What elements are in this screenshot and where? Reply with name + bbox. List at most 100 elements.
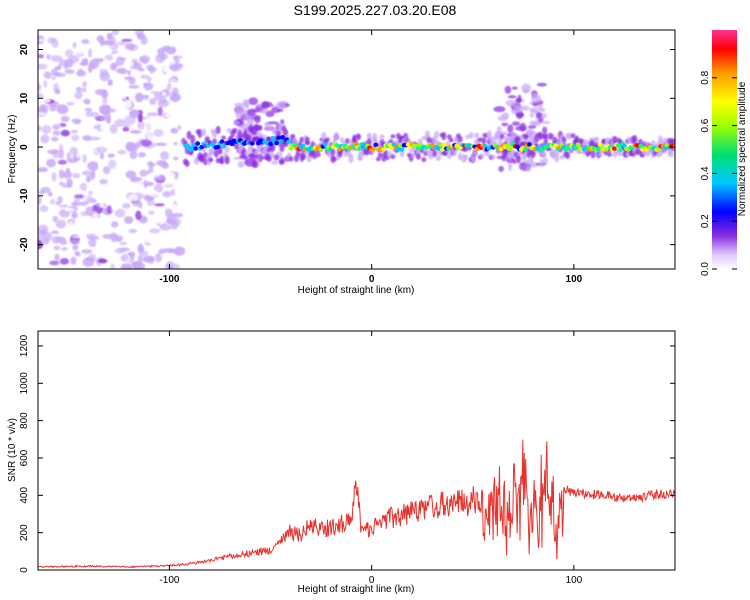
spectrogram-noise-blob [50,198,56,205]
spectrogram-noise-blob [95,68,100,77]
spectrogram-halo-blob [339,137,345,143]
spectrogram-noise-blob [112,246,117,251]
spectrogram-halo-blob [457,136,463,143]
spectrogram-halo-blob [617,151,623,157]
spectrogram-noise-blob [51,172,57,182]
snr-y-tick-label: 1200 [19,334,30,357]
spectrogram-noise-blob [136,32,143,40]
colorbar-tick-label: 0.4 [700,166,711,180]
spectrogram-noise-blob [110,221,119,228]
spectrogram-noise-blob [88,35,96,46]
spectrogram-halo-blob [670,138,675,145]
spectrogram-ridge-blob [286,139,292,144]
spectrogram-noise-blob [64,69,75,74]
spectrogram-ridge-blob [300,143,306,148]
snr-x-tick-label: 100 [566,575,583,586]
spectrogram-noise-blob [38,153,43,158]
spectrogram-noise-blob [74,189,84,195]
spectrogram-noise-blob [98,68,109,77]
spectrogram-noise-blob [148,161,154,172]
spectrogram-noise-blob [61,247,68,251]
spectrogram-noise-blob [38,104,46,112]
spectrogram-noise-blob [52,130,61,136]
figure-title: S199.2025.227.03.20.E08 [294,2,457,18]
spectrogram-halo-blob [548,132,554,140]
spectrogram-noise-blob [124,76,134,81]
spectrogram-noise-blob [65,167,70,175]
spectrogram-noise-blob [103,111,111,121]
spectrogram-noise-blob [68,54,80,64]
spectrogram-noise-blob [162,190,172,198]
spectrogram-noise-blob [134,92,144,103]
colorbar-ticks: 0.0 0.2 0.4 0.6 0.8 [700,70,737,276]
spectrogram-y-tick-label: -10 [19,188,30,203]
spectrogram-burst-blob [504,85,512,94]
spectrogram-noise-blob [129,61,135,68]
spectrogram-noise-blob [94,41,101,46]
spectrogram-ridge-blob [442,142,447,148]
spectrogram-halo-blob [515,155,521,164]
spectrogram-ridge-blob [276,135,282,141]
spectrogram-noise-blob [41,98,51,104]
spectrogram-noise-blob [137,121,145,130]
spectrogram-burst-blob [280,119,285,125]
spectrogram-noise-blob [153,128,164,137]
spectrogram-noise-blob [57,159,67,165]
spectrogram-noise-blob [138,247,145,252]
spectrogram-burst-blob [271,160,278,165]
spectrogram-halo-blob [474,132,480,139]
spectrogram-noise-blob [85,206,95,217]
spectrogram-halo-blob [246,130,252,135]
spectrogram-noise-blob [149,98,157,105]
spectrogram-noise-blob [49,103,57,112]
spectrogram-noise-blob [146,112,158,118]
spectrogram-noise-blob [164,263,173,269]
spectrogram-ridge-blob [193,146,199,151]
spectrogram-noise-blob [112,137,125,146]
spectrogram-halo-blob [190,134,196,144]
spectrogram-ridge-blob [391,142,397,147]
spectrogram-halo-blob [434,130,440,139]
spectrogram-noise-blob [88,48,93,58]
spectrogram-halo-blob [312,154,318,159]
spectrogram-burst-blob [535,112,542,119]
spectrogram-halo-blob [266,155,272,162]
spectrogram-noise-blob [128,193,139,202]
spectrogram-burst-blob [542,120,550,124]
spectrogram-noise-blob [85,79,93,85]
snr-frame [37,330,676,571]
spectrogram-burst-blob [493,106,506,113]
spectrogram-ridge-blob [399,147,405,152]
spectrogram-noise-blob [46,158,56,168]
spectrogram-noise-blob [114,248,126,254]
spectrogram-noise-blob [44,142,55,148]
spectrogram-noise-blob [142,255,155,262]
spectrogram-noise-blob [148,210,155,215]
spectrogram-noise-blob [169,78,176,83]
spectrogram-noise-blob [139,169,148,177]
spectrogram-burst-blob [234,104,244,112]
spectrogram-noise-blob [121,266,133,269]
spectrogram-halo-blob [479,153,485,158]
spectrogram-noise-blob [165,219,174,225]
spectrogram-noise-blob [41,238,50,245]
spectrogram-burst-blob [235,110,243,119]
spectrogram-burst-blob [244,99,250,109]
spectrogram-noise-blob [95,237,104,247]
spectrogram-burst-blob [520,105,530,111]
spectrogram-ridge-blob [436,146,441,151]
spectrogram-noise-blob [137,254,143,264]
spectrogram-noise-blob [130,177,140,183]
spectrogram-noise-blob [106,205,112,214]
spectrogram-noise-blob [82,170,93,176]
spectrogram-noise-blob [77,68,83,75]
spectrogram-noise-blob [153,92,162,101]
spectrogram-ridge-blob [268,141,273,146]
spectrogram-noise-blob [170,188,176,197]
spectrogram-noise-blob [123,50,135,61]
spectrogram-halo-blob [279,145,285,152]
spectrogram-halo-blob [226,128,232,133]
spectrogram-noise-blob [71,201,78,207]
spectrogram-halo-blob [543,139,549,145]
